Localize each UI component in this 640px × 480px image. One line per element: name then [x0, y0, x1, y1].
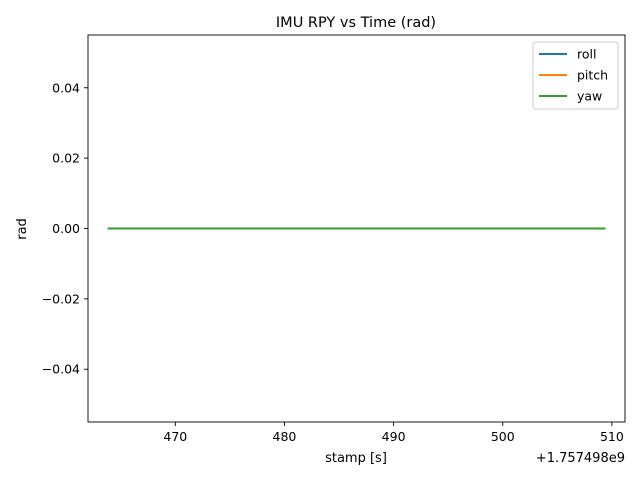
- y-tick-label: −0.04: [42, 362, 80, 377]
- legend-label-roll: roll: [577, 47, 596, 62]
- x-tick-label: 500: [491, 429, 515, 444]
- x-tick-label: 480: [273, 429, 297, 444]
- y-axis-ticks: −0.04 −0.02 0.00 0.02 0.04: [42, 80, 88, 377]
- y-axis-label: rad: [15, 218, 30, 240]
- x-tick-label: 470: [163, 429, 187, 444]
- y-tick-label: 0.00: [52, 221, 80, 236]
- y-tick-label: −0.02: [42, 291, 80, 306]
- x-axis-offset-label: +1.757498e9: [536, 451, 625, 466]
- legend: roll pitch yaw: [532, 41, 619, 110]
- x-tick-label: 510: [600, 429, 624, 444]
- x-tick-label: 490: [382, 429, 406, 444]
- legend-box: [532, 41, 619, 110]
- y-tick-label: 0.02: [52, 151, 80, 166]
- x-axis-label: stamp [s]: [325, 451, 387, 466]
- y-tick-label: 0.04: [52, 80, 80, 95]
- legend-label-yaw: yaw: [577, 89, 602, 104]
- chart-title: IMU RPY vs Time (rad): [276, 15, 436, 31]
- x-axis-ticks: 470 480 490 500 510: [163, 422, 624, 444]
- legend-label-pitch: pitch: [577, 68, 608, 83]
